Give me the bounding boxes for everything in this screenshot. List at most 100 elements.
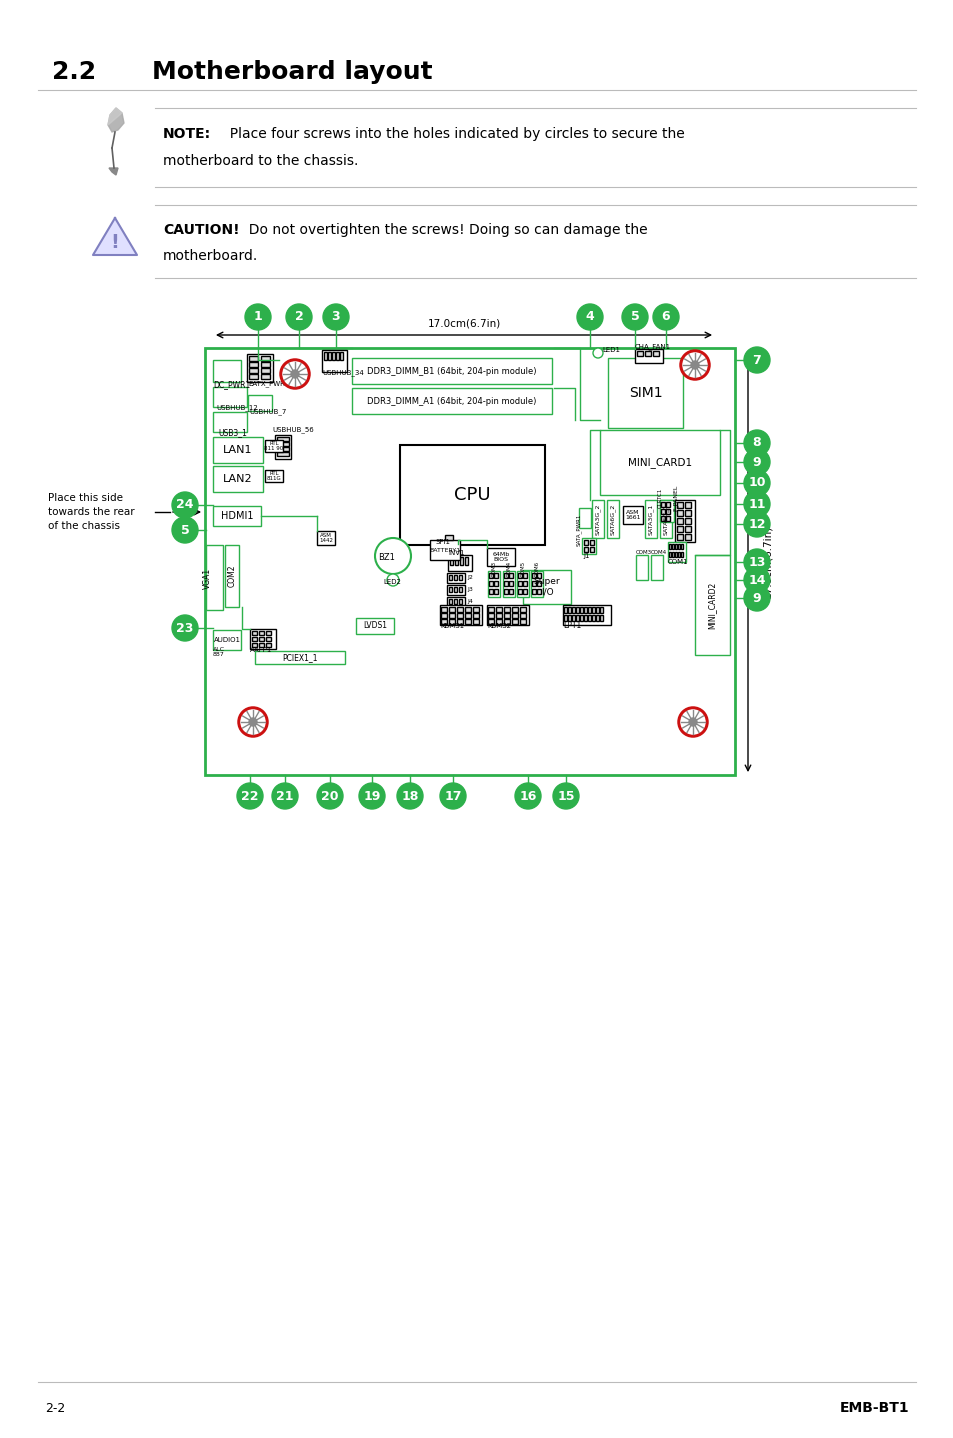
Bar xyxy=(503,618,510,624)
Text: 14: 14 xyxy=(747,574,765,587)
Bar xyxy=(579,615,582,621)
Text: INV1: INV1 xyxy=(448,549,464,557)
Bar xyxy=(622,506,642,523)
Bar xyxy=(252,643,256,647)
Bar xyxy=(583,607,586,613)
Circle shape xyxy=(241,710,265,733)
Circle shape xyxy=(291,370,298,378)
Text: J4: J4 xyxy=(467,600,473,604)
Text: F_PANEL: F_PANEL xyxy=(673,485,679,510)
Bar xyxy=(276,452,289,456)
Text: CAUTION!: CAUTION! xyxy=(163,223,239,237)
Text: SATA6G_2: SATA6G_2 xyxy=(610,503,616,535)
Bar xyxy=(335,352,338,360)
Bar xyxy=(249,368,257,372)
Circle shape xyxy=(316,784,343,810)
Bar xyxy=(266,643,271,647)
Bar xyxy=(488,618,494,624)
Text: 7: 7 xyxy=(752,354,760,367)
Bar xyxy=(225,545,239,607)
Text: motherboard.: motherboard. xyxy=(163,249,258,263)
Text: 24: 24 xyxy=(176,499,193,512)
Text: AUDIO1: AUDIO1 xyxy=(213,637,240,643)
Bar xyxy=(517,572,521,578)
Bar xyxy=(324,352,327,360)
Text: KBMS1: KBMS1 xyxy=(439,623,464,628)
Text: USBHUB_34: USBHUB_34 xyxy=(322,370,363,377)
Bar xyxy=(695,555,729,654)
Text: LPT1: LPT1 xyxy=(562,621,580,630)
Bar xyxy=(258,637,264,641)
Bar xyxy=(494,572,497,578)
Bar xyxy=(503,613,510,618)
Text: J1: J1 xyxy=(582,554,589,559)
Bar xyxy=(486,605,529,626)
Text: 20: 20 xyxy=(321,789,338,802)
Bar xyxy=(440,607,447,613)
Bar xyxy=(596,615,598,621)
Bar xyxy=(454,587,456,592)
Bar xyxy=(449,546,454,554)
Circle shape xyxy=(743,549,769,575)
Circle shape xyxy=(515,784,540,810)
Circle shape xyxy=(272,784,297,810)
Bar xyxy=(532,590,536,594)
Text: !: ! xyxy=(111,233,119,252)
Bar xyxy=(213,466,263,492)
Text: USBHUB_12: USBHUB_12 xyxy=(215,404,257,411)
Text: COM5: COM5 xyxy=(520,561,525,577)
Bar xyxy=(205,348,734,775)
Bar xyxy=(439,605,481,626)
Text: LAN1: LAN1 xyxy=(223,444,253,454)
Bar xyxy=(250,628,275,649)
Bar xyxy=(488,607,494,613)
Bar xyxy=(665,509,669,513)
Text: 5: 5 xyxy=(180,523,190,536)
Bar xyxy=(522,581,526,587)
Bar xyxy=(449,587,452,592)
Text: DDR3_DIMM_A1 (64bit, 204-pin module): DDR3_DIMM_A1 (64bit, 204-pin module) xyxy=(367,397,537,406)
Text: 16: 16 xyxy=(518,789,537,802)
Bar xyxy=(459,557,462,565)
Text: USB3_1: USB3_1 xyxy=(218,429,247,437)
Circle shape xyxy=(236,784,263,810)
Bar xyxy=(589,546,594,552)
Bar xyxy=(473,607,478,613)
Text: PCIEX1_1: PCIEX1_1 xyxy=(282,653,317,661)
Circle shape xyxy=(680,710,704,733)
Bar xyxy=(489,581,493,587)
Bar xyxy=(671,552,673,557)
Circle shape xyxy=(387,574,398,587)
Bar xyxy=(678,552,679,557)
Text: 6: 6 xyxy=(661,311,670,324)
Text: 22: 22 xyxy=(241,789,258,802)
Bar xyxy=(509,590,513,594)
Circle shape xyxy=(690,361,699,370)
Circle shape xyxy=(652,303,679,329)
Text: 2: 2 xyxy=(294,311,303,324)
Bar xyxy=(606,500,618,538)
Bar xyxy=(352,388,552,414)
Text: 5: 5 xyxy=(630,311,639,324)
Bar xyxy=(339,352,343,360)
Bar xyxy=(213,413,247,431)
Bar xyxy=(352,358,552,384)
Circle shape xyxy=(358,784,385,810)
Bar xyxy=(496,613,501,618)
Bar xyxy=(644,500,657,538)
Bar xyxy=(512,607,517,613)
Bar xyxy=(489,590,493,594)
Text: 8: 8 xyxy=(752,437,760,450)
Bar xyxy=(249,357,257,361)
Bar xyxy=(678,544,679,549)
Bar xyxy=(677,502,682,508)
Circle shape xyxy=(682,352,706,377)
Bar xyxy=(644,351,650,357)
Polygon shape xyxy=(109,168,118,175)
Text: COM6: COM6 xyxy=(534,561,539,577)
Bar xyxy=(684,533,690,541)
Bar xyxy=(249,362,257,367)
Bar xyxy=(572,607,575,613)
Text: USBHUB_7: USBHUB_7 xyxy=(249,408,286,416)
Bar xyxy=(675,500,695,542)
